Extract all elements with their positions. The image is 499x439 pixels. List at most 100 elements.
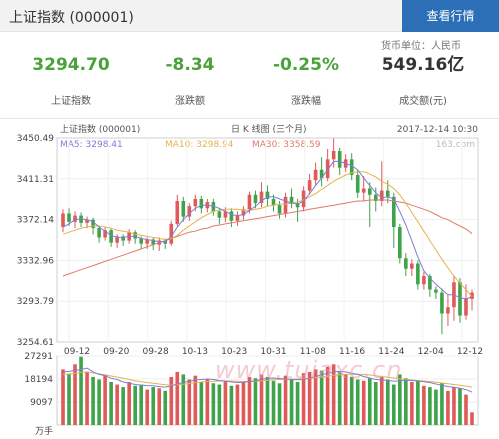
date-tick-label: 10-13 — [182, 347, 208, 357]
price-tick-label: 3293.79 — [17, 297, 54, 307]
candle-body — [61, 213, 65, 228]
volume-bar — [277, 383, 282, 425]
volume-bar — [109, 382, 113, 425]
candle-body — [325, 159, 330, 179]
candle-body — [73, 215, 77, 222]
volume-bar — [398, 374, 402, 425]
candle-body — [217, 211, 222, 218]
candle-body — [277, 205, 282, 214]
volume-bar — [229, 385, 234, 425]
candle-body — [247, 194, 252, 210]
candle-body — [313, 169, 318, 181]
candle-body — [115, 236, 119, 243]
volume-bar — [271, 380, 276, 425]
watermark: www.tuiaxc.cn — [215, 356, 403, 384]
volume-bar — [325, 366, 330, 425]
candle-body — [337, 151, 342, 168]
volume-bar — [416, 380, 420, 425]
candle-body — [385, 190, 390, 197]
volume-tick-label: 18194 — [24, 375, 53, 385]
candle-body — [428, 275, 432, 290]
candle-body — [67, 213, 71, 222]
volume-bar — [289, 379, 294, 425]
ma-legend-1: MA10: 3298.94 — [165, 140, 234, 150]
candle-body — [416, 263, 420, 285]
ma10-line — [62, 171, 473, 298]
candle-body — [133, 232, 137, 239]
stat-index-value: 3294.70 — [32, 55, 110, 75]
volume-bar — [103, 374, 107, 425]
volume-bar — [67, 374, 71, 425]
candle-body — [434, 289, 438, 293]
volume-bar — [392, 384, 396, 425]
volume-bar — [464, 394, 468, 425]
date-tick-label: 11-16 — [339, 347, 365, 357]
price-tick-label: 3332.96 — [17, 256, 54, 266]
date-tick-label: 10-23 — [221, 347, 247, 357]
stat-index-label: 上证指数 — [51, 96, 91, 107]
volume-bar — [157, 388, 162, 425]
candle-body — [398, 227, 402, 259]
candle-body — [223, 211, 228, 218]
volume-bar — [187, 379, 192, 425]
date-tick-label: 12-04 — [418, 347, 444, 357]
volume-bar — [343, 374, 348, 425]
candle-body — [410, 263, 414, 269]
chart-timestamp: 2017-12-14 10:30 — [397, 125, 478, 135]
volume-bar — [283, 375, 288, 425]
candle-body — [295, 203, 300, 208]
candle-body — [145, 239, 150, 244]
candle-body — [175, 200, 180, 224]
volume-bar — [301, 373, 306, 425]
kline-chart[interactable]: 上证指数 (000001) 日 K 线图 (三个月) 2017-12-14 10:3… — [0, 120, 499, 439]
candle-body — [355, 174, 360, 193]
volume-bar — [139, 384, 143, 425]
volume-bar — [115, 384, 119, 425]
volume-tick-label: 27291 — [24, 352, 53, 362]
volume-bar — [446, 390, 450, 425]
stat-change: -8.34 涨跌额 — [135, 50, 245, 107]
volume-bar — [373, 382, 378, 425]
candle-body — [283, 196, 288, 214]
candle-body — [259, 191, 264, 204]
candle-body — [169, 223, 174, 244]
ma-legend-2: MA30: 3358.59 — [252, 140, 321, 150]
volume-bar — [385, 379, 390, 425]
volume-bar — [307, 371, 312, 425]
candle-body — [422, 275, 426, 285]
volume-bar — [73, 364, 77, 425]
candle-body — [181, 200, 186, 217]
stat-turnover-label: 成交额(元) — [399, 96, 447, 107]
candle-body — [187, 206, 192, 217]
date-tick-label: 12-12 — [457, 347, 483, 357]
candle-body — [331, 151, 336, 160]
volume-bar — [319, 370, 324, 425]
volume-bar — [379, 376, 384, 425]
candle-body — [121, 236, 125, 241]
candle-body — [199, 198, 204, 209]
candle-body — [271, 198, 276, 206]
volume-bar — [422, 385, 426, 425]
volume-bar — [355, 379, 360, 425]
candle-body — [458, 282, 462, 316]
stat-change-percent-value: -0.25% — [272, 55, 340, 75]
candle-body — [235, 215, 240, 221]
volume-bar — [470, 412, 474, 425]
volume-bar — [133, 385, 137, 425]
candle-body — [109, 230, 113, 243]
volume-bar — [127, 382, 131, 425]
stat-change-percent-label: 涨跌幅 — [291, 96, 321, 107]
volume-bar — [223, 380, 228, 425]
volume-bar — [151, 387, 156, 425]
view-quotes-button[interactable]: 查看行情 — [402, 0, 499, 32]
ma30-line — [62, 199, 473, 277]
volume-bar — [404, 378, 408, 425]
candle-body — [85, 219, 89, 223]
candle-body — [470, 292, 474, 299]
index-title: 上证指数 (000001) — [9, 10, 134, 26]
volume-bar — [452, 387, 456, 425]
header-bar: 上证指数 (000001) 查看行情 — [0, 0, 499, 32]
stat-change-label: 涨跌额 — [175, 96, 205, 107]
date-tick-label: 10-31 — [260, 347, 286, 357]
candle-body — [229, 211, 234, 221]
